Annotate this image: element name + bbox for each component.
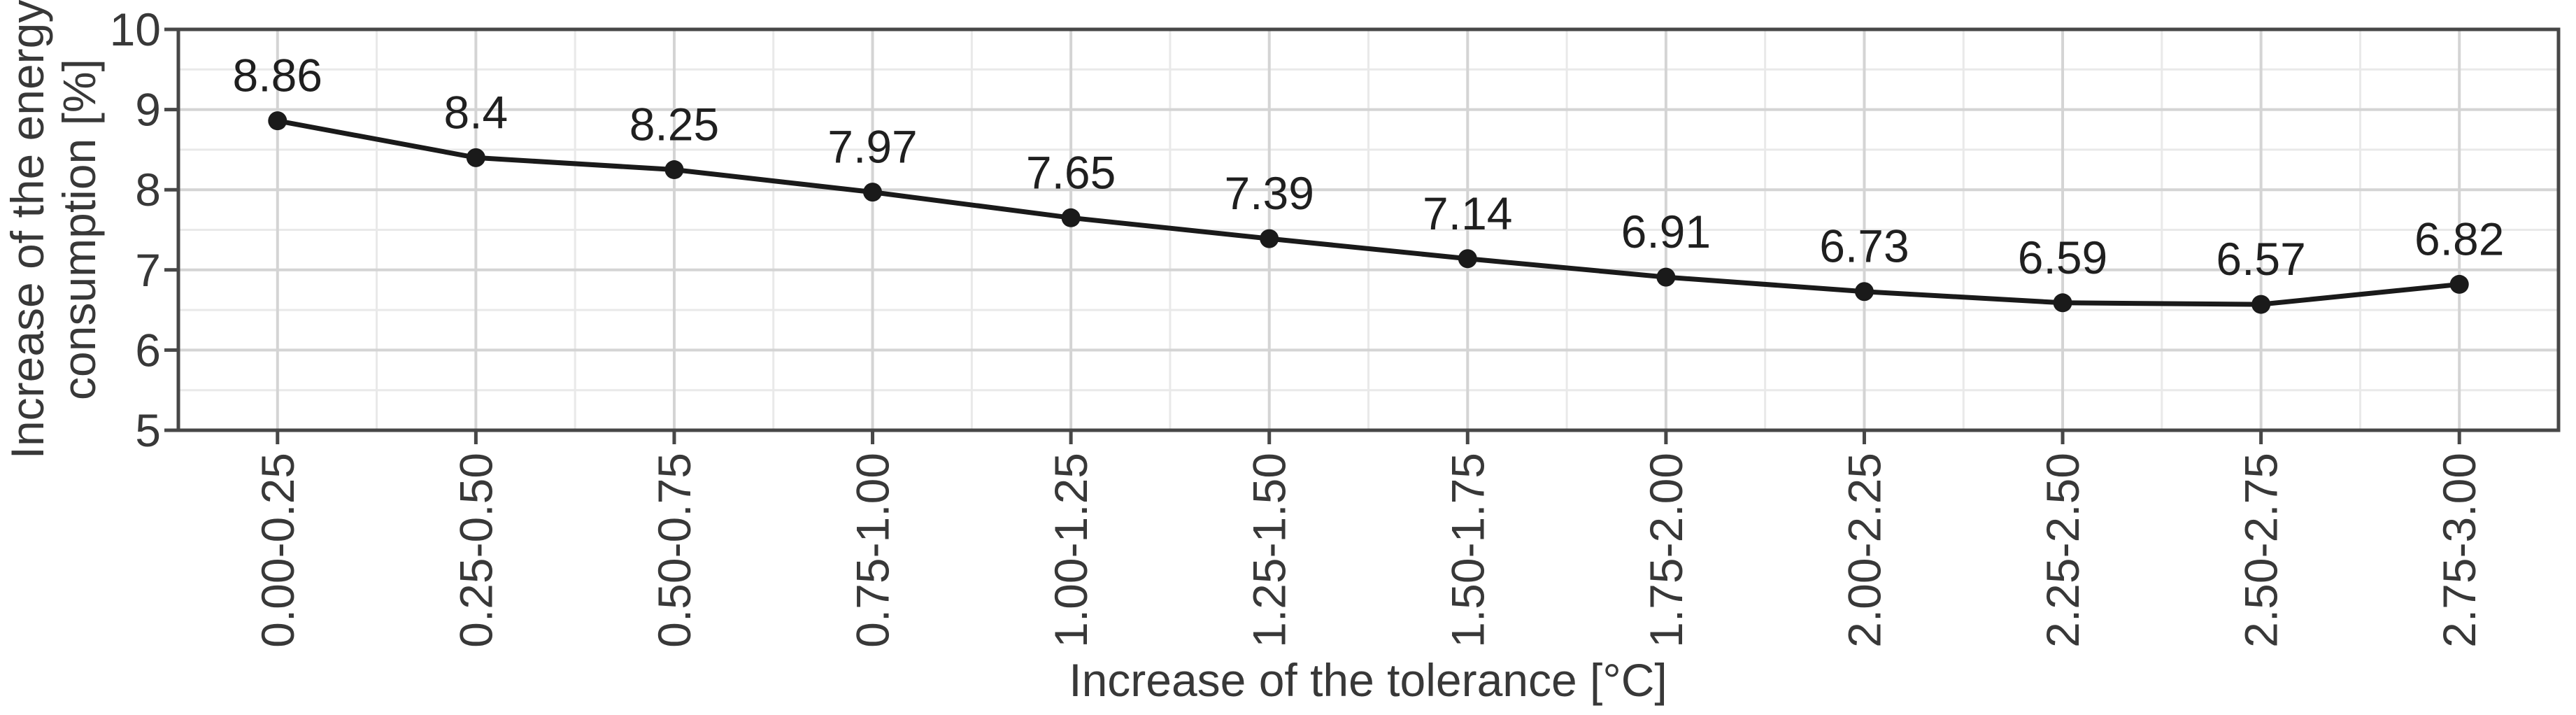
x-tick-label: 2.50-2.75: [2235, 453, 2287, 648]
x-tick-label: 0.50-0.75: [648, 453, 700, 648]
x-tick-label: 1.50-1.75: [1442, 453, 1493, 648]
data-point: [1854, 282, 1874, 302]
y-tick-label: 9: [135, 84, 161, 136]
data-point: [2251, 295, 2271, 314]
x-axis-title: Increase of the tolerance [°C]: [1069, 654, 1667, 706]
data-point: [1458, 249, 1477, 269]
data-point-label: 7.65: [1026, 146, 1116, 198]
y-tick-label: 10: [110, 3, 161, 55]
data-point-label: 7.39: [1224, 167, 1314, 219]
x-tick-label: 2.25-2.50: [2037, 453, 2088, 648]
y-axis-title-line-1: Increase of the energy: [1, 0, 53, 459]
data-point: [2053, 293, 2072, 313]
panel-border: [176, 27, 2561, 432]
x-tick-label: 0.75-1.00: [847, 453, 899, 648]
y-axis-title-line-2: consumption [%]: [53, 59, 105, 400]
x-tick-label: 2.75-3.00: [2433, 453, 2485, 648]
data-point-label: 7.14: [1423, 187, 1512, 239]
x-tick-label: 0.00-0.25: [252, 453, 304, 648]
data-point-label: 8.25: [629, 99, 719, 150]
x-tick-label: 1.75-2.00: [1640, 453, 1692, 648]
data-point: [664, 160, 684, 180]
data-point-label: 8.4: [444, 86, 508, 138]
data-point: [1656, 267, 1676, 287]
x-tick-label: 1.25-1.50: [1244, 453, 1295, 648]
y-tick-label: 7: [135, 244, 161, 296]
y-tick-label: 5: [135, 404, 161, 456]
x-tick-label: 2.00-2.25: [1838, 453, 1890, 648]
data-point: [1260, 229, 1279, 248]
data-point-label: 7.97: [827, 121, 917, 173]
y-tick-label: 8: [135, 164, 161, 215]
x-tick-label: 0.25-0.50: [450, 453, 501, 648]
data-point-label: 8.86: [233, 50, 322, 101]
data-point-label: 6.91: [1621, 206, 1711, 257]
chart-plot-area: 5 6 7 8 9 10 0.00-0.25 0.25-0.50 0.50-0.75 0.75-1…: [110, 3, 2561, 648]
data-line: [277, 118, 2460, 307]
data-point: [863, 183, 883, 202]
y-tick-label: 6: [135, 324, 161, 376]
data-point: [268, 111, 287, 131]
data-point: [466, 148, 485, 167]
data-point-label: 6.82: [2414, 213, 2504, 264]
data-point: [1061, 208, 1081, 227]
data-point: [2449, 274, 2469, 294]
data-point-label: 6.73: [1819, 220, 1909, 272]
x-tick-label: 1.00-1.25: [1045, 453, 1097, 648]
data-point-label: 6.59: [2018, 232, 2107, 283]
data-point-label: 6.57: [2216, 233, 2305, 285]
